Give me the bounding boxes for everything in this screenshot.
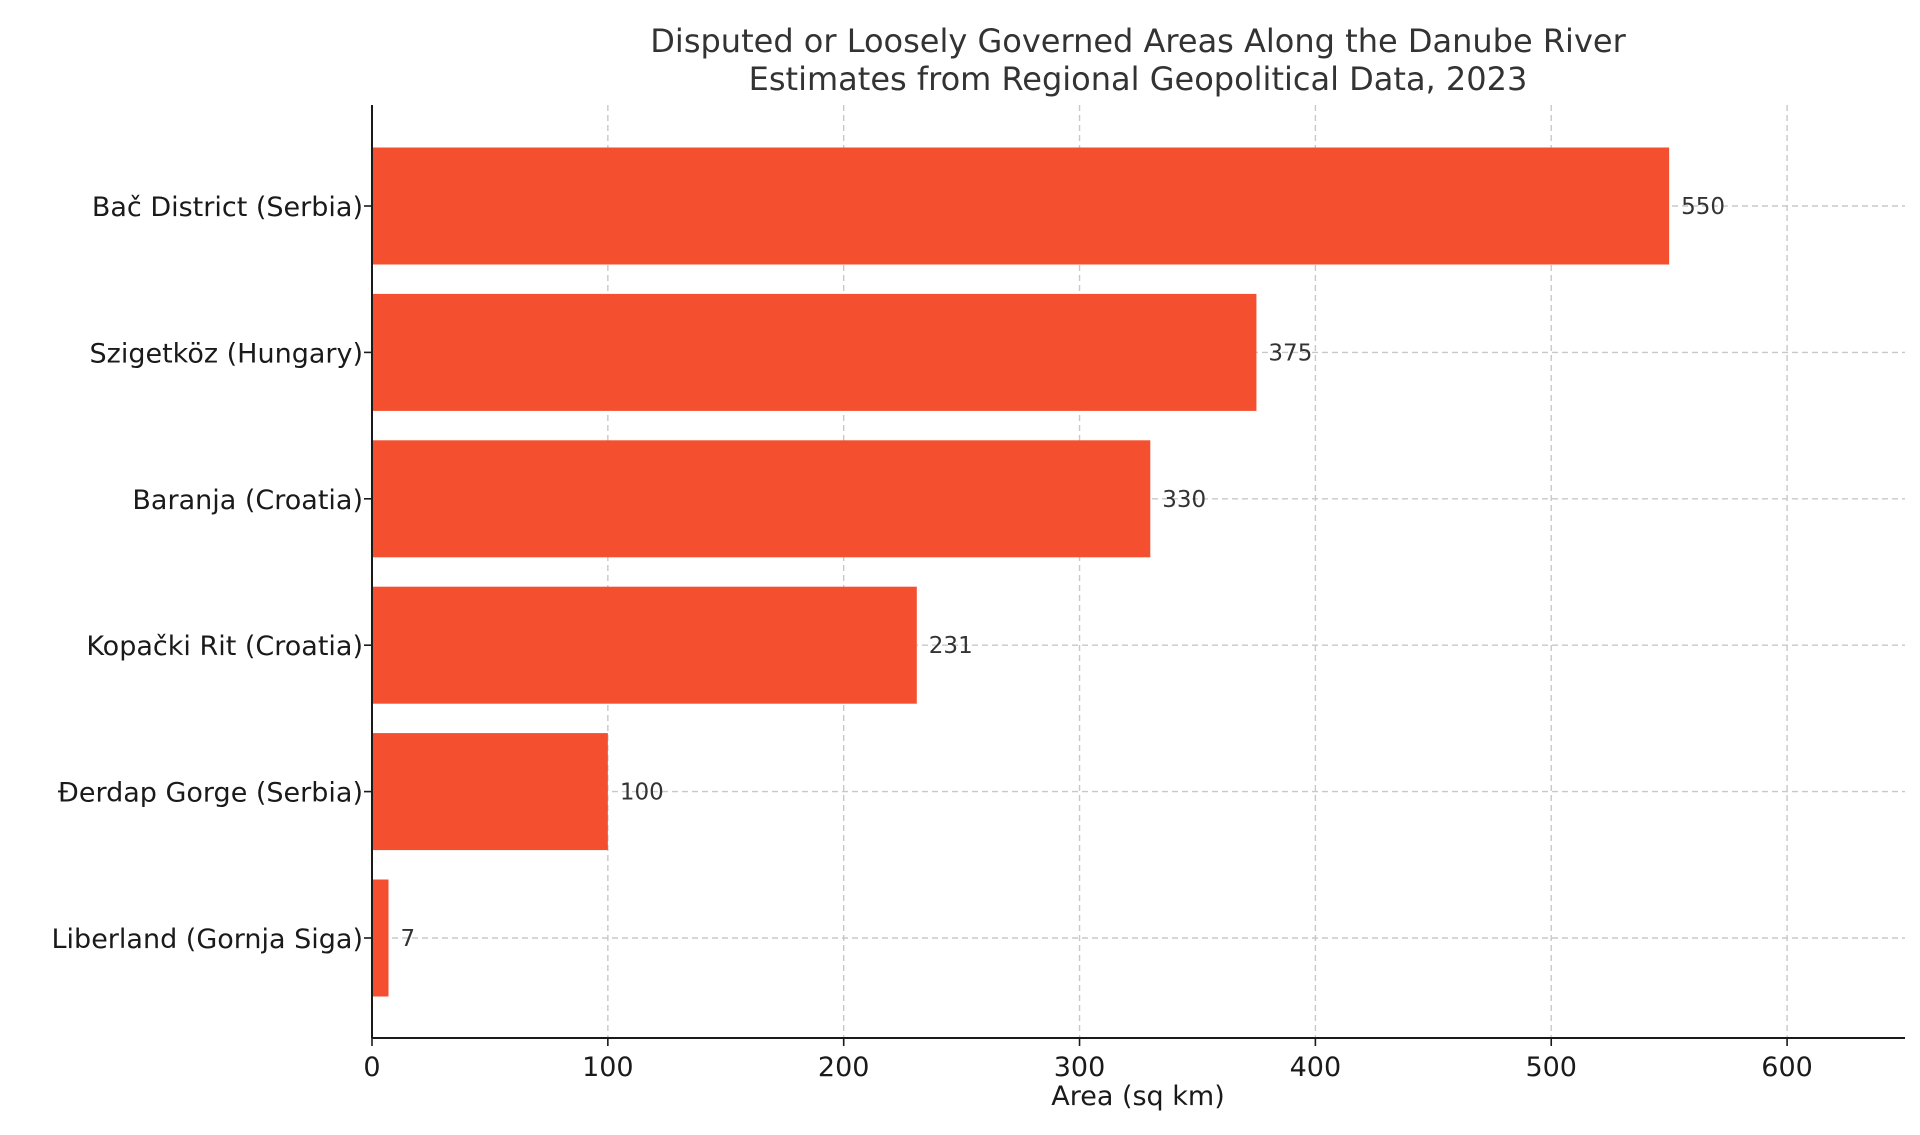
bar: [372, 586, 917, 704]
bar: [372, 440, 1151, 558]
data-label: 375: [1268, 340, 1312, 366]
bar: [372, 147, 1670, 265]
data-label: 100: [620, 780, 664, 806]
y-tick-label: Đerdap Gorge (Serbia): [58, 778, 363, 809]
tick-layer: 0 100 200 300 400 500 600 Bač District (Serbia)…: [52, 192, 1813, 1083]
y-tick-label: Liberland (Gornja Siga): [52, 924, 363, 955]
bar-layer: [372, 147, 1670, 997]
data-label: 550: [1681, 194, 1725, 220]
y-tick-label: Baranja (Croatia): [132, 485, 363, 516]
bar: [372, 879, 389, 997]
x-tick-label: 500: [1525, 1052, 1577, 1083]
x-tick-label: 600: [1761, 1052, 1813, 1083]
x-tick-label: 200: [818, 1052, 870, 1083]
data-label: 7: [401, 926, 416, 952]
label-layer: 550 375 330 231 100 7: [401, 194, 1726, 952]
data-label: 330: [1162, 487, 1206, 513]
bar: [372, 293, 1257, 411]
y-tick-label: Bač District (Serbia): [92, 192, 363, 223]
chart-subtitle: Estimates from Regional Geopolitical Dat…: [749, 60, 1528, 98]
x-axis-label: Area (sq km): [1051, 1081, 1225, 1112]
data-label: 231: [929, 633, 973, 659]
x-tick-label: 400: [1290, 1052, 1342, 1083]
x-tick-label: 300: [1054, 1052, 1106, 1083]
y-tick-label: Szigetköz (Hungary): [90, 338, 363, 369]
axis-layer: [371, 105, 1905, 1039]
x-tick-label: 100: [582, 1052, 634, 1083]
y-tick-label: Kopački Rit (Croatia): [86, 631, 363, 662]
x-tick-label: 0: [363, 1052, 380, 1083]
bar: [372, 733, 608, 851]
chart-title: Disputed or Loosely Governed Areas Along…: [650, 22, 1626, 60]
